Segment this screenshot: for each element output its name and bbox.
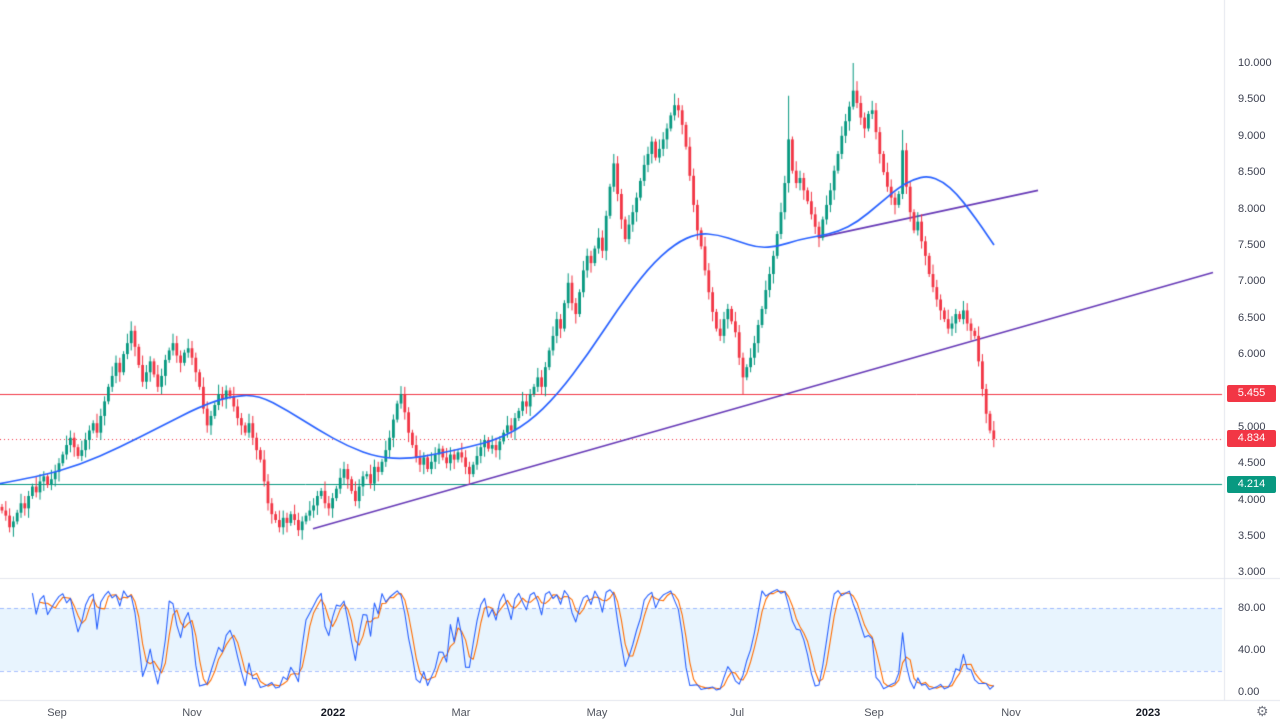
settings-icon[interactable]: ⚙ — [1256, 703, 1269, 719]
stoch-tick-label: 40.00 — [1238, 643, 1266, 656]
time-axis-label: Mar — [451, 707, 471, 719]
stoch-tick-label: 80.00 — [1238, 602, 1266, 615]
price-tick-label: 9.000 — [1238, 129, 1266, 142]
price-line-label-4214: 4.214 — [1227, 475, 1276, 493]
price-tick-label: 7.500 — [1238, 238, 1266, 251]
price-tick-label: 10.000 — [1238, 57, 1272, 69]
time-axis-label: Sep — [47, 707, 67, 719]
price-tick-label: 9.500 — [1238, 93, 1266, 106]
stoch-tick-label: 0.00 — [1238, 685, 1260, 698]
price-tick-label: 3.000 — [1238, 566, 1266, 579]
price-tick-label: 7.000 — [1238, 275, 1266, 288]
price-tick-label: 8.500 — [1238, 166, 1266, 179]
price-tick-label: 5.000 — [1238, 420, 1266, 433]
price-tick-label: 3.500 — [1238, 530, 1266, 542]
price-tick-label: 4.000 — [1238, 493, 1266, 506]
time-axis-label: Nov — [182, 707, 202, 719]
price-tick-label: 6.000 — [1238, 348, 1266, 361]
time-axis-label: 2022 — [320, 707, 346, 719]
price-tick-label: 8.000 — [1238, 202, 1266, 215]
time-axis-label: 2023 — [1135, 707, 1161, 719]
time-axis-label: Nov — [1001, 707, 1021, 719]
price-line-label-5455: 5.455 — [1227, 385, 1276, 403]
price-tick-label: 4.500 — [1238, 457, 1266, 470]
last-price-label: 4.834 — [1227, 430, 1276, 448]
price-tick-label: 6.500 — [1238, 311, 1266, 324]
time-axis-label: May — [586, 707, 608, 719]
time-axis-label: Jul — [729, 707, 745, 719]
time-axis-label: Sep — [864, 707, 884, 719]
